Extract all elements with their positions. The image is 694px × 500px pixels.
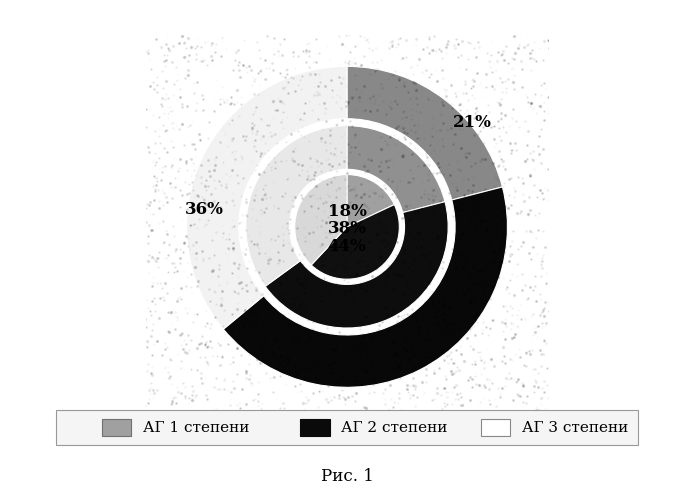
FancyBboxPatch shape [56,410,638,445]
Text: 44%: 44% [328,238,366,254]
Wedge shape [347,126,445,212]
Text: 38%: 38% [328,220,366,237]
Wedge shape [295,174,347,265]
Text: 21%: 21% [453,114,492,130]
Wedge shape [265,202,448,328]
Wedge shape [246,126,347,286]
Wedge shape [347,174,394,227]
Wedge shape [311,204,399,279]
Bar [481,419,510,436]
Wedge shape [347,66,502,200]
Wedge shape [187,66,347,329]
Text: АГ 3 степени: АГ 3 степени [522,420,628,434]
Wedge shape [223,187,507,388]
Text: АГ 2 степени: АГ 2 степени [341,420,448,434]
Text: 36%: 36% [185,201,223,218]
Text: 18%: 18% [328,202,366,220]
Text: Рис. 1: Рис. 1 [321,468,373,485]
Bar [301,419,330,436]
Bar [102,419,131,436]
Text: АГ 1 степени: АГ 1 степени [143,420,249,434]
